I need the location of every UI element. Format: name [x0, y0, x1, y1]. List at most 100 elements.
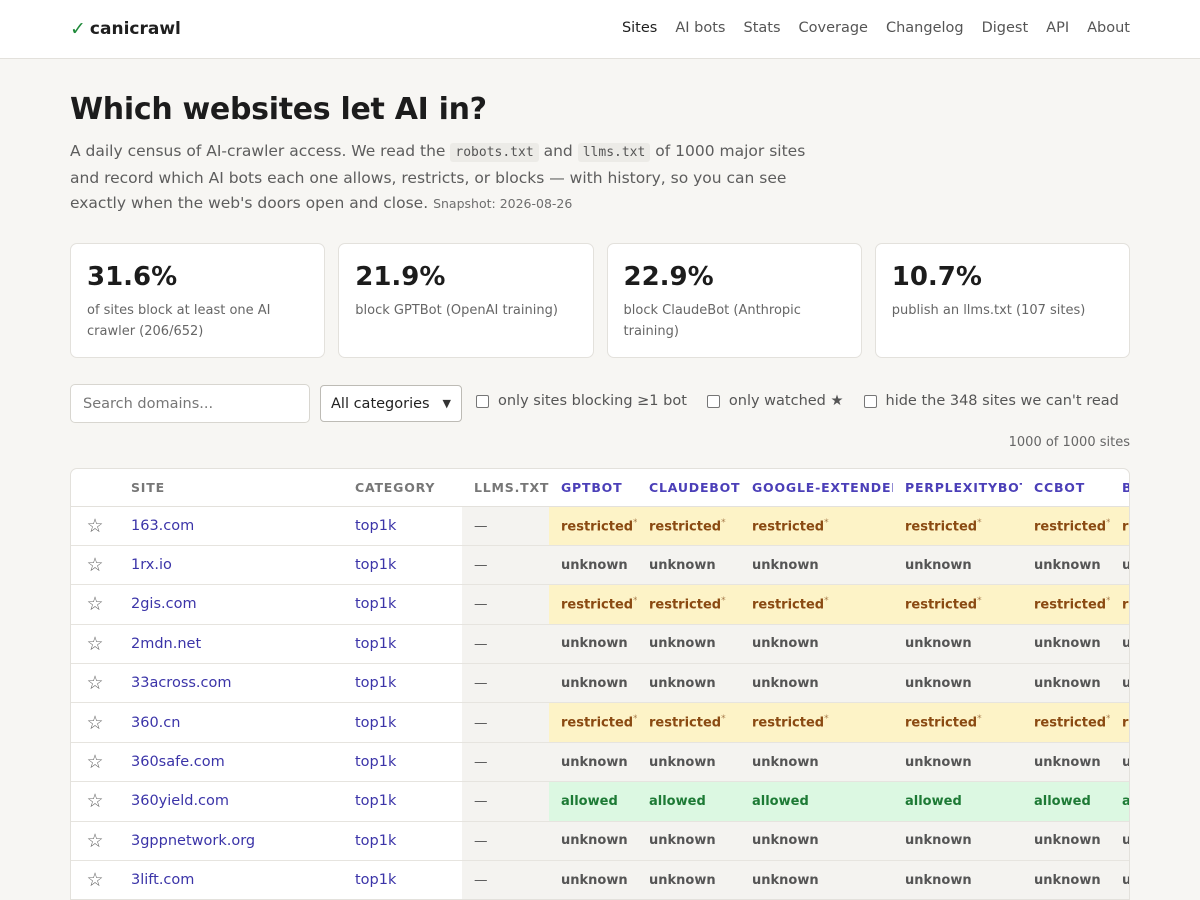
site-link[interactable]: 3gppnetwork.org [131, 832, 256, 849]
bot-status-cell[interactable]: unknown [1022, 821, 1110, 862]
bot-status-cell[interactable]: unknown [549, 663, 637, 704]
bot-status-cell[interactable]: restricted* [893, 506, 1022, 546]
col-google-extended[interactable]: GOOGLE-EXTENDED [740, 469, 893, 507]
bot-status-cell[interactable]: unknown [740, 821, 893, 862]
site-link[interactable]: 2gis.com [131, 596, 197, 613]
bot-status-cell[interactable]: restricted* [637, 506, 740, 546]
bot-status-cell[interactable]: restricted* [893, 584, 1022, 625]
only-watched-checkbox[interactable] [706, 394, 720, 408]
bot-status-cell[interactable]: unknown [1022, 663, 1110, 704]
bot-status-cell[interactable]: unknown [740, 663, 893, 704]
bot-status-cell[interactable]: allowed [1110, 781, 1129, 822]
bot-status-cell[interactable]: restricted* [1110, 584, 1129, 625]
bot-status-cell[interactable]: unknown [893, 742, 1022, 783]
nav-stats[interactable]: Stats [743, 20, 781, 36]
search-input[interactable] [70, 384, 310, 423]
watch-star-icon[interactable]: ☆ [71, 584, 119, 625]
bot-status-cell[interactable]: unknown [549, 545, 637, 586]
col-perplexitybot[interactable]: PERPLEXITYBOT [893, 469, 1022, 507]
category-link[interactable]: top1k [355, 832, 397, 849]
site-link[interactable]: 1rx.io [131, 557, 172, 574]
bot-status-cell[interactable]: restricted* [740, 584, 893, 625]
bot-status-cell[interactable]: restricted* [740, 506, 893, 546]
bot-status-cell[interactable]: unknown [637, 742, 740, 783]
bot-status-cell[interactable]: unknown [637, 545, 740, 586]
watch-star-icon[interactable]: ☆ [71, 506, 119, 546]
category-link[interactable]: top1k [355, 714, 397, 731]
logo[interactable]: ✓ canicrawl [70, 18, 181, 40]
filter-only-blocking[interactable]: only sites blocking ≥1 bot [476, 393, 687, 409]
bot-status-cell[interactable]: restricted* [1110, 702, 1129, 743]
bot-status-cell[interactable]: unknown [740, 624, 893, 665]
bot-status-cell[interactable]: unknown [1110, 624, 1129, 665]
filter-hide-unreadable[interactable]: hide the 348 sites we can't read [863, 393, 1119, 409]
bot-status-cell[interactable]: restricted* [1022, 506, 1110, 546]
bot-status-cell[interactable]: unknown [549, 742, 637, 783]
bot-status-cell[interactable]: unknown [893, 860, 1022, 899]
col-llms[interactable]: LLMS.TXT [462, 469, 549, 507]
watch-star-icon[interactable]: ☆ [71, 860, 119, 899]
site-link[interactable]: 360.cn [131, 714, 181, 731]
bot-status-cell[interactable]: allowed [549, 781, 637, 822]
watch-star-icon[interactable]: ☆ [71, 781, 119, 822]
bot-status-cell[interactable]: unknown [1110, 860, 1129, 899]
bot-status-cell[interactable]: restricted* [549, 584, 637, 625]
nav-api[interactable]: API [1046, 20, 1070, 36]
bot-status-cell[interactable]: allowed [637, 781, 740, 822]
watch-star-icon[interactable]: ☆ [71, 821, 119, 862]
bot-status-cell[interactable]: restricted* [1022, 584, 1110, 625]
bot-status-cell[interactable]: restricted* [740, 702, 893, 743]
watch-star-icon[interactable]: ☆ [71, 702, 119, 743]
bot-status-cell[interactable]: unknown [1110, 742, 1129, 783]
category-link[interactable]: top1k [355, 793, 397, 810]
bot-status-cell[interactable]: unknown [637, 624, 740, 665]
bot-status-cell[interactable]: unknown [893, 545, 1022, 586]
bot-status-cell[interactable]: unknown [1110, 821, 1129, 862]
col-bytespider[interactable]: BYTESPIDER [1110, 469, 1129, 507]
bot-status-cell[interactable]: unknown [637, 821, 740, 862]
col-category[interactable]: CATEGORY [343, 469, 462, 507]
nav-changelog[interactable]: Changelog [885, 20, 964, 36]
site-link[interactable]: 360yield.com [131, 793, 230, 810]
site-link[interactable]: 33across.com [131, 675, 232, 692]
bot-status-cell[interactable]: unknown [1110, 663, 1129, 704]
bot-status-cell[interactable]: restricted* [893, 702, 1022, 743]
col-claudebot[interactable]: CLAUDEBOT [637, 469, 740, 507]
nav-coverage[interactable]: Coverage [798, 20, 868, 36]
bot-status-cell[interactable]: unknown [893, 821, 1022, 862]
nav-sites[interactable]: Sites [621, 20, 658, 36]
bot-status-cell[interactable]: unknown [1022, 545, 1110, 586]
bot-status-cell[interactable]: unknown [1022, 742, 1110, 783]
bot-status-cell[interactable]: unknown [549, 624, 637, 665]
bot-status-cell[interactable]: allowed [893, 781, 1022, 822]
category-link[interactable]: top1k [355, 872, 397, 889]
category-link[interactable]: top1k [355, 754, 397, 771]
watch-star-icon[interactable]: ☆ [71, 742, 119, 783]
watch-star-icon[interactable]: ☆ [71, 545, 119, 586]
category-link[interactable]: top1k [355, 635, 397, 652]
col-gptbot[interactable]: GPTBOT [549, 469, 637, 507]
nav-about[interactable]: About [1087, 20, 1130, 36]
bot-status-cell[interactable]: unknown [1022, 860, 1110, 899]
category-link[interactable]: top1k [355, 596, 397, 613]
category-link[interactable]: top1k [355, 517, 397, 534]
hide-unreadable-checkbox[interactable] [863, 394, 877, 408]
col-ccbot[interactable]: CCBOT [1022, 469, 1110, 507]
bot-status-cell[interactable]: unknown [893, 663, 1022, 704]
category-link[interactable]: top1k [355, 557, 397, 574]
watch-star-icon[interactable]: ☆ [71, 663, 119, 704]
site-link[interactable]: 360safe.com [131, 754, 225, 771]
bot-status-cell[interactable]: restricted* [549, 506, 637, 546]
bot-status-cell[interactable]: restricted* [1110, 506, 1129, 546]
bot-status-cell[interactable]: allowed [740, 781, 893, 822]
only-blocking-checkbox[interactable] [476, 394, 489, 408]
bot-status-cell[interactable]: unknown [740, 742, 893, 783]
bot-status-cell[interactable]: unknown [893, 624, 1022, 665]
category-link[interactable]: top1k [355, 675, 397, 692]
bot-status-cell[interactable]: unknown [549, 821, 637, 862]
nav-digest[interactable]: Digest [981, 20, 1029, 36]
category-select[interactable]: All categories ▼ [320, 385, 462, 422]
sites-table-container[interactable]: SITE CATEGORY LLMS.TXT GPTBOT CLAUDEBOT … [70, 468, 1130, 900]
nav-ai-bots[interactable]: AI bots [675, 20, 726, 36]
bot-status-cell[interactable]: restricted* [549, 702, 637, 743]
